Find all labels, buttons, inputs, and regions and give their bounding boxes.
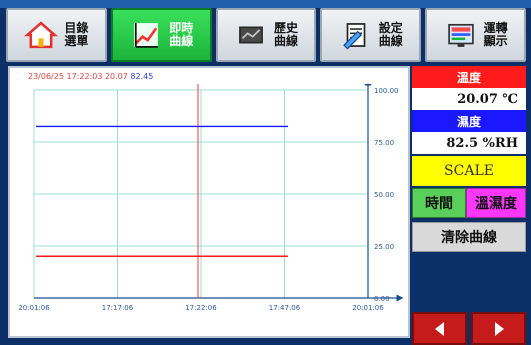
- left-arrow-icon: [434, 321, 444, 336]
- axis-buttons: 時間 溫濕度: [412, 188, 526, 218]
- nav-realtime-chart-label: 即時 曲線: [169, 21, 194, 48]
- y-tick-label: 50.00: [374, 191, 394, 199]
- chart-frame: [8, 66, 410, 338]
- nav-history-chart[interactable]: 歷史 曲線: [215, 8, 317, 62]
- x-tick-label: 20:01:06: [18, 304, 50, 312]
- nav-history-chart-label: 歷史 曲線: [273, 21, 298, 48]
- title-strip: [0, 0, 531, 8]
- nav-settings-chart[interactable]: 設定 曲線: [320, 8, 422, 62]
- y-tick-label: 100.00: [374, 87, 399, 95]
- realtime-chart-icon: [134, 23, 159, 48]
- clear-curve-button[interactable]: 清除曲線: [412, 222, 526, 252]
- x-tick-label: 17:22:06: [185, 304, 217, 312]
- temp-hum-button[interactable]: 溫濕度: [466, 188, 526, 218]
- series-layer: [36, 125, 288, 257]
- chart-grid: [33, 89, 369, 299]
- cursor-value: 82.45: [130, 72, 154, 81]
- settings-doc-icon: [342, 23, 366, 50]
- y-tick-label: 75.00: [374, 139, 394, 147]
- top-navigation: 目錄 選單 即時 曲線 歷史 曲線 設定 曲線: [6, 8, 526, 62]
- y-tick-label: 0.00: [374, 295, 390, 303]
- humidity-label: 濕度: [412, 110, 526, 132]
- pager: [412, 312, 526, 345]
- temperature-label: 溫度: [412, 66, 526, 88]
- nav-settings-chart-label: 設定 曲線: [378, 21, 403, 48]
- previous-page-button[interactable]: [412, 312, 467, 345]
- scale-button[interactable]: SCALE: [412, 156, 526, 186]
- nav-operation-display-label: 運轉 顯示: [483, 21, 508, 48]
- y-tick-label: 25.00: [374, 243, 394, 251]
- nav-realtime-chart[interactable]: 即時 曲線: [110, 8, 212, 62]
- right-arrow-icon: [494, 321, 504, 336]
- x-tick-label: 17:47:06: [269, 304, 301, 312]
- cursor-readout: 23/06/25 17:22:03 20.07 82.45: [28, 72, 368, 84]
- screen-icon: [447, 23, 474, 47]
- x-tick-label: 17:17:06: [102, 304, 134, 312]
- time-axis-button[interactable]: 時間: [412, 188, 466, 218]
- nav-operation-display[interactable]: 運轉 顯示: [425, 8, 526, 62]
- nav-main-menu-label: 目錄 選單: [64, 21, 89, 48]
- cursor-time: 23/06/25 17:22:03 20.07: [28, 72, 128, 81]
- home-icon: [24, 21, 59, 49]
- x-tick-label: 20:01:06: [352, 304, 384, 312]
- trend-chart[interactable]: 0.00 25.00 50.00 75.00 100.00 20:01:06 17:17:…: [18, 84, 410, 332]
- nav-main-menu[interactable]: 目錄 選單: [6, 8, 107, 62]
- humidity-value: 82.5 %RH: [412, 132, 526, 154]
- next-page-button[interactable]: [471, 312, 526, 345]
- temperature-value: 20.07 ℃: [412, 88, 526, 110]
- y-axis-ticks: 0.00 25.00 50.00 75.00 100.00: [374, 87, 399, 303]
- right-panel: 溫度 20.07 ℃ 濕度 82.5 %RH SCALE 時間 溫濕度 清除曲線: [412, 66, 526, 252]
- history-chart-icon: [239, 26, 263, 44]
- x-axis-ticks: 20:01:06 17:17:06 17:22:06 17:47:06 20:01:06: [18, 304, 384, 312]
